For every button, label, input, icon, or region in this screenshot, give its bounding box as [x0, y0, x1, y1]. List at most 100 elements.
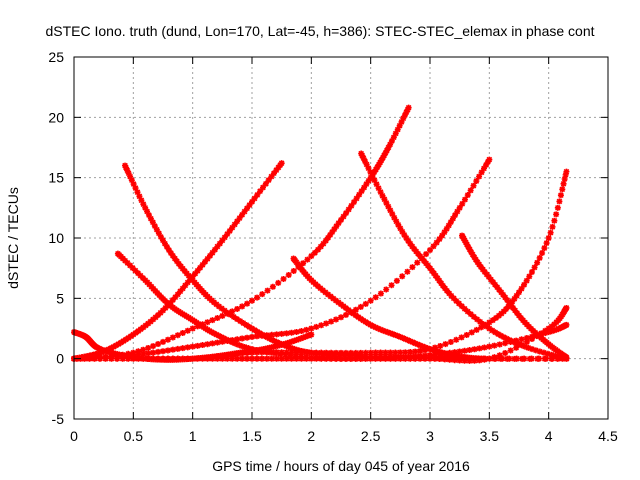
- data-point: [301, 348, 308, 355]
- data-point: [204, 341, 211, 348]
- data-point: [417, 347, 424, 354]
- data-point: [238, 342, 245, 349]
- data-point: [160, 348, 166, 355]
- data-point: [362, 353, 369, 360]
- data-point: [483, 161, 490, 168]
- data-point: [405, 237, 412, 244]
- data-point: [224, 309, 231, 316]
- data-point: [313, 323, 320, 330]
- data-point: [458, 334, 465, 341]
- data-point: [409, 339, 416, 346]
- data-point: [300, 260, 307, 267]
- data-point: [382, 149, 389, 156]
- data-point: [427, 247, 433, 254]
- data-point: [322, 237, 329, 244]
- data-point: [486, 355, 493, 362]
- data-point: [333, 355, 340, 362]
- data-point: [147, 215, 154, 222]
- data-point: [150, 349, 157, 356]
- data-point: [189, 343, 196, 350]
- data-point: [122, 257, 129, 264]
- data-point: [375, 325, 382, 332]
- data-point: [385, 144, 392, 151]
- data-point: [144, 208, 151, 215]
- data-point: [358, 188, 365, 195]
- data-point: [481, 165, 488, 172]
- data-point: [362, 300, 369, 307]
- data-point: [387, 330, 394, 337]
- data-point: [356, 191, 363, 198]
- data-point: [223, 336, 230, 343]
- data-point: [243, 321, 250, 328]
- data-point: [384, 329, 391, 336]
- data-point: [453, 336, 460, 343]
- data-point: [536, 348, 543, 355]
- data-point: [405, 104, 412, 111]
- data-point: [383, 286, 390, 293]
- data-point: [150, 316, 157, 323]
- data-point: [492, 329, 499, 336]
- data-point: [179, 285, 186, 292]
- x-tick-label: 0: [70, 428, 78, 444]
- data-point: [140, 350, 147, 357]
- data-point: [308, 331, 315, 338]
- data-point: [336, 351, 343, 358]
- data-point: [521, 281, 528, 288]
- data-point: [136, 193, 143, 200]
- data-point: [249, 198, 255, 205]
- data-point: [304, 256, 311, 263]
- data-point: [330, 351, 337, 358]
- data-point: [249, 346, 255, 353]
- data-point: [504, 355, 511, 362]
- data-point: [487, 276, 494, 283]
- data-point: [473, 178, 480, 185]
- data-point: [273, 167, 280, 174]
- data-point: [239, 303, 246, 310]
- data-point: [367, 321, 374, 328]
- data-point: [541, 245, 548, 252]
- data-point: [318, 355, 325, 362]
- data-point: [563, 354, 570, 361]
- data-point: [399, 334, 406, 341]
- data-point: [478, 324, 485, 331]
- data-point: [541, 355, 548, 362]
- data-point: [138, 197, 145, 204]
- data-point: [548, 355, 555, 362]
- data-point: [548, 351, 555, 358]
- data-point: [417, 354, 424, 361]
- data-point: [240, 320, 247, 327]
- data-point: [218, 305, 225, 312]
- data-point: [464, 192, 471, 199]
- data-point: [481, 268, 488, 275]
- data-point: [219, 355, 226, 362]
- data-point: [323, 320, 330, 327]
- data-point: [165, 247, 172, 254]
- data-point: [226, 227, 233, 234]
- data-point: [308, 325, 315, 332]
- data-point: [267, 349, 274, 356]
- data-point: [342, 355, 349, 362]
- data-point: [239, 335, 246, 342]
- data-point: [249, 297, 255, 304]
- data-point: [283, 330, 290, 337]
- data-point: [352, 352, 359, 359]
- data-point: [145, 350, 152, 357]
- data-point: [227, 311, 234, 318]
- data-point: [481, 344, 488, 351]
- data-point: [219, 338, 226, 345]
- data-point: [245, 345, 252, 352]
- data-point: [204, 255, 211, 262]
- data-point: [124, 259, 131, 266]
- data-point: [283, 343, 290, 350]
- data-point: [278, 341, 285, 348]
- data-point: [483, 271, 490, 278]
- data-point: [397, 349, 404, 356]
- data-point: [461, 196, 468, 203]
- data-point: [221, 234, 228, 241]
- data-point: [268, 173, 275, 180]
- data-point: [218, 334, 225, 341]
- data-point: [338, 355, 344, 362]
- data-point: [231, 221, 238, 228]
- data-point: [311, 249, 318, 256]
- data-point: [234, 341, 241, 348]
